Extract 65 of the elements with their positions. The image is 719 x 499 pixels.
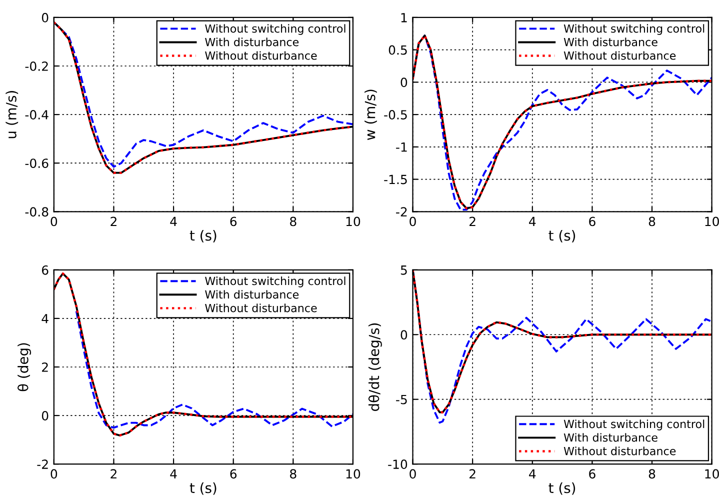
- y-tick-label: 1: [401, 13, 407, 22]
- x-tick-label: 2: [470, 469, 476, 478]
- x-axis-title: t (s): [190, 230, 216, 242]
- legend-label: Without disturbance: [205, 51, 317, 60]
- y-tick-label: 6: [42, 265, 48, 275]
- x-tick-label: 2: [470, 216, 476, 226]
- x-tick-label: 10: [705, 216, 719, 226]
- legend-label: With disturbance: [205, 38, 299, 46]
- y-tick-label: 0.5: [388, 45, 407, 55]
- legend-label: Without disturbance: [564, 51, 676, 60]
- x-tick-label: 6: [589, 469, 596, 479]
- y-tick-label: -0.5: [384, 110, 407, 120]
- x-axis-title: t (s): [548, 230, 576, 242]
- y-tick-label: -0.8: [25, 207, 48, 217]
- legend-label: Without switching control: [205, 24, 346, 35]
- x-tick-label: 6: [589, 216, 596, 226]
- x-tick-label: 2: [110, 216, 116, 226]
- x-tick-label: 4: [529, 216, 536, 226]
- y-axis-title: w (m/s): [364, 90, 377, 140]
- y-tick-label: -2: [37, 460, 48, 469]
- y-tick-label: 0: [42, 12, 48, 22]
- x-tick-label: 8: [648, 469, 656, 479]
- y-tick-label: -2: [396, 207, 407, 216]
- x-tick-label: 0: [50, 216, 58, 226]
- y-tick-label: 2: [42, 362, 48, 372]
- legend-label: With disturbance: [205, 290, 299, 299]
- x-tick-label: 8: [648, 216, 656, 226]
- legend-label: With disturbance: [564, 433, 658, 442]
- x-tick-label: 0: [410, 216, 416, 226]
- legend-label: Without switching control: [564, 24, 704, 35]
- y-tick-label: -5: [396, 394, 407, 404]
- y-axis-title: dθ/dt (deg/s): [368, 323, 382, 412]
- y-tick-label: -1.5: [384, 174, 407, 184]
- legend-label: Without switching control: [564, 420, 704, 430]
- legend-label: Without disturbance: [564, 446, 676, 456]
- y-tick-label: -10: [388, 460, 408, 469]
- y-tick-label: -0.4: [25, 110, 48, 120]
- x-tick-label: 10: [346, 216, 360, 226]
- x-tick-label: 0: [50, 469, 58, 479]
- x-tick-label: 4: [170, 216, 177, 226]
- y-tick-label: 5: [400, 266, 407, 275]
- y-tick-label: 0: [400, 78, 408, 88]
- legend-label: With disturbance: [564, 38, 658, 46]
- x-tick-label: 4: [529, 469, 536, 478]
- y-axis-title: θ (deg): [17, 343, 32, 392]
- x-tick-label: 10: [346, 469, 360, 479]
- x-tick-label: 4: [170, 469, 177, 478]
- x-tick-label: 8: [290, 469, 296, 479]
- y-axis-title: u (m/s): [6, 90, 18, 138]
- y-tick-label: 4: [42, 314, 48, 324]
- y-tick-label: 0: [42, 411, 48, 420]
- x-axis-title: t (s): [190, 482, 216, 495]
- x-axis-title: t (s): [548, 482, 576, 495]
- x-tick-label: 10: [705, 469, 719, 479]
- y-tick-label: -0.6: [25, 158, 48, 168]
- x-tick-label: 0: [410, 469, 416, 479]
- legend-label: Without switching control: [205, 276, 346, 288]
- x-tick-label: 2: [110, 469, 116, 478]
- y-tick-label: -1: [396, 142, 407, 152]
- y-tick-label: 0: [400, 330, 408, 340]
- x-tick-label: 8: [290, 216, 296, 226]
- x-tick-label: 6: [230, 469, 237, 479]
- legend-label: Without disturbance: [205, 304, 317, 312]
- y-tick-label: -0.2: [25, 61, 48, 71]
- x-tick-label: 6: [230, 216, 237, 226]
